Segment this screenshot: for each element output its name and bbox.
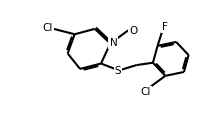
Text: O: O — [129, 26, 138, 36]
Text: Cl: Cl — [42, 23, 53, 33]
Text: N: N — [110, 38, 117, 48]
Text: Cl: Cl — [141, 87, 151, 97]
Text: F: F — [162, 22, 168, 32]
Text: S: S — [115, 66, 121, 76]
